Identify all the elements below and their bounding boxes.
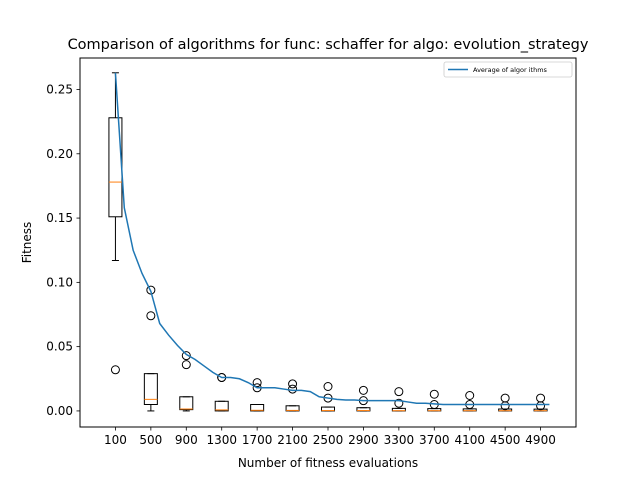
x-tick-label: 2100 [277,433,308,447]
x-tick-label: 1300 [206,433,237,447]
legend-box [443,61,573,78]
y-tick-label: 0.25 [46,83,73,97]
y-tick-label: 0.10 [46,275,73,289]
box-outlier [146,311,156,321]
x-tick-label: 4500 [490,433,521,447]
x-tick-label: 900 [175,433,198,447]
box-iqr [250,404,265,412]
box-outlier [429,389,439,399]
box-iqr [285,405,300,412]
box-outlier [465,391,475,400]
box-plot-4500 [498,393,513,412]
x-tick-label: 2500 [313,433,344,447]
box-outlier [181,360,191,370]
x-axis-label: Number of fitness evaluations [238,456,418,470]
box-outlier [394,398,404,408]
y-tick-label: 0.00 [46,404,73,418]
y-tick-label: 0.20 [46,147,73,161]
x-tick-label: 2900 [348,433,379,447]
box-plot-900 [179,351,194,412]
box-iqr [143,373,158,405]
axis-ticks: 100 500 900 1300 1700 2100 2500 2900 3300 3700 410… [46,83,556,448]
x-tick-label: 1700 [242,433,273,447]
box-outlier [181,351,191,361]
x-tick-label: 3700 [419,433,450,447]
x-tick-label: 3300 [384,433,415,447]
average-line [114,72,550,406]
legend-label: Average of algor ithms [473,66,548,74]
box-iqr [214,400,229,412]
legend: Average of algor ithms [443,61,573,78]
box-outlier [536,401,546,411]
y-axis-label: Fitness [20,222,34,264]
box-outlier [358,385,368,395]
box-plot-3300 [391,387,406,412]
box-plot-3700 [427,389,442,412]
box-outlier [500,401,510,411]
x-tick-label: 4100 [454,433,485,447]
box-outlier [323,382,333,391]
x-tick-label: 4900 [525,433,556,447]
box-outlier [252,378,262,388]
box-outlier [394,387,404,397]
box-plot-4900 [533,393,548,412]
chart-title: Comparison of algorithms for func: schaf… [68,37,589,53]
x-tick-label: 500 [139,433,162,447]
box-plot-100 [108,72,123,375]
box-plot-500 [143,285,158,412]
x-tick-label: 100 [104,433,127,447]
box-plot-1300 [214,373,229,412]
box-outlier [110,365,120,375]
y-tick-label: 0.05 [46,340,73,354]
box-iqr [179,396,194,411]
y-tick-label: 0.15 [46,211,73,225]
box-outlier [288,379,298,389]
plot-area [108,72,550,412]
box-plot-1700 [250,378,265,412]
